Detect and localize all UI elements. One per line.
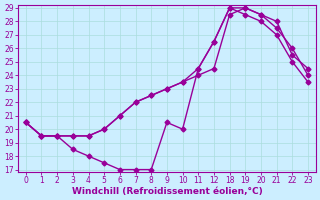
X-axis label: Windchill (Refroidissement éolien,°C): Windchill (Refroidissement éolien,°C) (72, 187, 262, 196)
